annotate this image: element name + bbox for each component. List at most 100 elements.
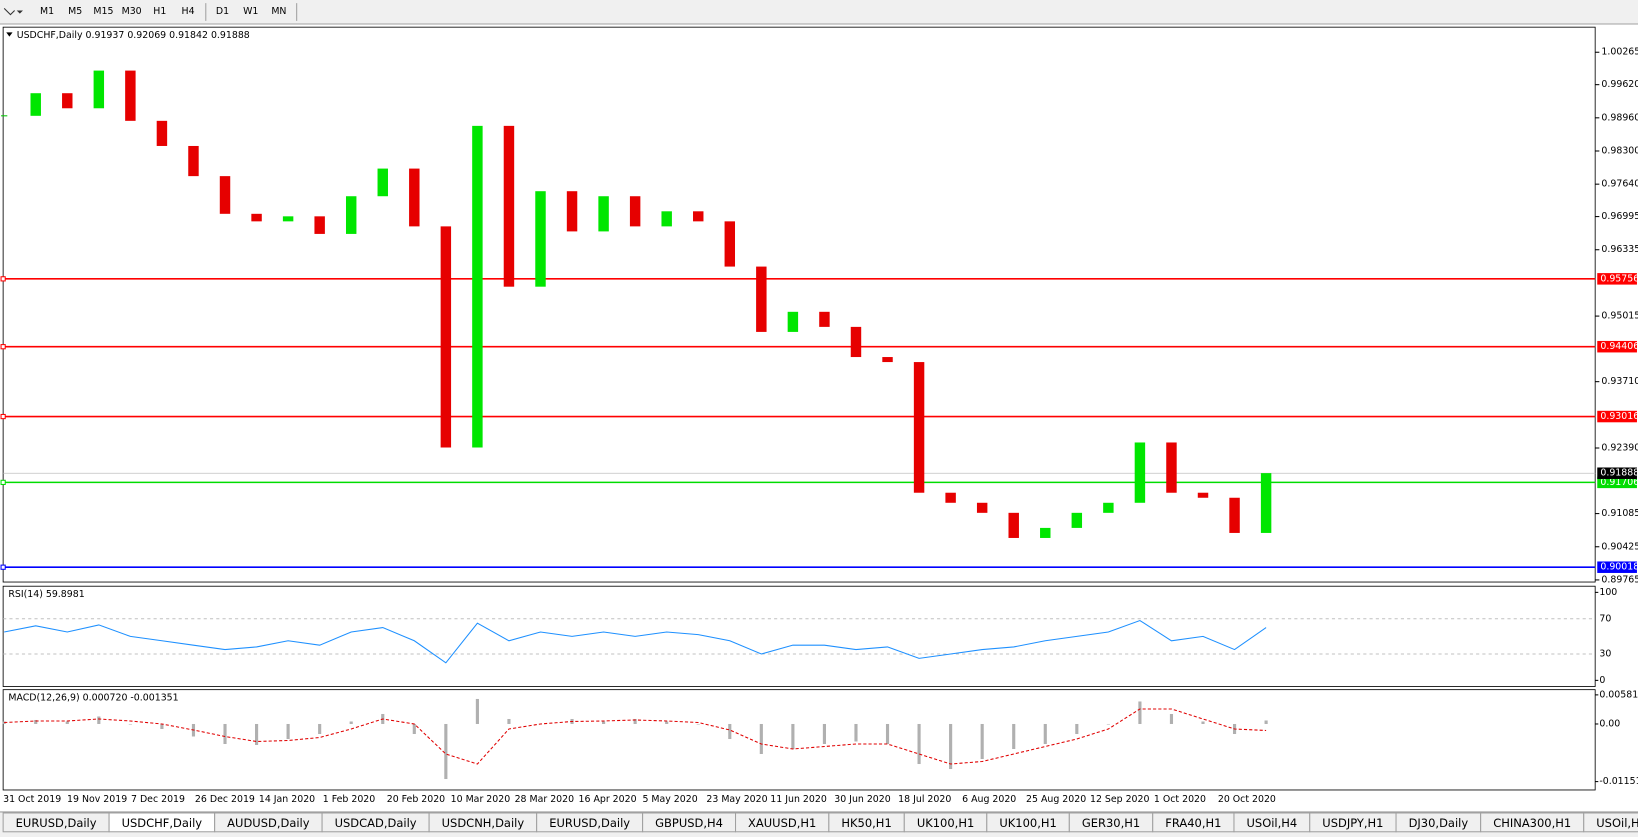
macd-bar [1201,721,1205,724]
level-label-bg [1597,476,1637,489]
y-tick-label: 0.97640 [1601,179,1638,190]
timeframe-button[interactable]: M15 [93,6,113,17]
candle-body [629,196,641,227]
macd-bar [759,723,763,755]
x-date-label: 20 Feb 2020 [387,794,445,805]
macd-bar [633,718,637,724]
level-handle [0,564,6,570]
macd-tick-label: 0.005818 [1599,689,1638,700]
macd-bar [1169,713,1174,724]
tab-label[interactable]: USDCAD,Daily [335,816,417,830]
level-label: 0.94406 [1600,341,1638,352]
tab-label[interactable]: UK100,H1 [917,816,974,830]
dropdown-arrow[interactable] [16,10,23,14]
tab-label[interactable]: EURUSD,Daily [16,816,97,830]
macd-bar [412,723,416,734]
candle-body [1103,502,1114,513]
macd-header: MACD(12,26,9) 0.000720 -0.001351 [8,693,178,704]
tab-label[interactable]: XAUUSD,H1 [748,816,816,830]
tab-label[interactable]: AUDUSD,Daily [227,816,310,830]
tab-label[interactable]: USDJPY,H1 [1322,816,1383,830]
candle-body [377,168,388,197]
rsi-header: RSI(14) 59.8981 [8,589,84,600]
x-date-label: 20 Oct 2020 [1218,794,1276,805]
macd-bar [1264,720,1268,724]
macd-bar [475,698,479,724]
timeframe-button[interactable]: MN [271,6,286,17]
timeframe-button[interactable]: H1 [153,6,166,17]
x-date-label: 28 Mar 2020 [515,794,575,805]
timeframe-button[interactable]: M5 [68,6,82,17]
timeframe-button[interactable]: H4 [182,6,195,17]
macd-bar [949,723,953,770]
level-label: 0.93016 [1600,411,1638,422]
timeframe-button[interactable]: M1 [40,6,54,17]
macd-bar [602,721,606,724]
tab-label[interactable]: USOil,H4 [1247,816,1298,830]
x-date-label: 23 May 2020 [706,794,767,805]
toolbar [0,0,1638,25]
chart-header: USDCHF,Daily 0.91937 0.92069 0.91842 0.9… [17,30,250,41]
timeframe-button[interactable]: W1 [243,6,258,17]
macd-bar [1138,701,1142,724]
candle-body [850,326,862,358]
y-tick-label: 0.92390 [1601,443,1638,454]
tab-label[interactable]: USDCNH,Daily [442,816,525,830]
macd-bar [128,723,132,725]
y-tick-label: 1.00265 [1601,47,1638,58]
crosshair-icon[interactable] [3,7,15,16]
candle-body [1071,512,1083,528]
level-label: 0.95756 [1600,273,1638,284]
macd-bar [34,719,38,724]
macd-bar [822,723,826,744]
level-label-bg [1597,273,1637,285]
macd-bar [696,723,700,725]
rsi-line [4,619,1267,664]
x-date-label: 16 Apr 2020 [579,794,637,805]
tab-label[interactable]: USOil,H1 [1596,816,1638,830]
tab-label[interactable]: USDCHF,Daily [122,816,203,830]
macd-bar [65,721,69,724]
timeframe-button[interactable]: D1 [216,6,229,17]
candle-body [566,191,578,232]
timeframe-button[interactable]: M30 [122,6,142,17]
y-tick-label: 0.96995 [1601,211,1638,222]
x-date-label: 30 Jun 2020 [834,794,891,805]
x-date-label: 7 Dec 2019 [131,794,185,805]
candle-body [282,216,294,222]
macd-bar [507,718,511,724]
candle-body [976,502,988,513]
candle-body [882,357,893,363]
macd-tick-label: -0.011514 [1599,776,1638,787]
current-price-label: 0.91888 [1600,468,1638,479]
candle-body [251,213,262,222]
x-date-label: 1 Feb 2020 [323,794,375,805]
x-date-label: 31 Oct 2019 [3,794,61,805]
macd-bar [254,723,259,745]
macd-bar [1075,723,1079,734]
macd-tick-label: 0.00 [1599,718,1620,729]
tab[interactable] [1583,812,1638,833]
level-label-bg [1597,561,1637,573]
tab-label[interactable]: GER30,H1 [1082,816,1140,830]
candle-body [1134,442,1146,503]
rsi-panel [2,585,1596,687]
x-date-label: 10 Mar 2020 [451,794,511,805]
x-date-label: 26 Dec 2019 [195,794,255,805]
rsi-tick-label: 0 [1599,675,1605,686]
tab-label[interactable]: UK100,H1 [999,816,1056,830]
tab-label[interactable]: HK50,H1 [841,816,891,830]
tab-label[interactable]: FRA40,H1 [1165,816,1221,830]
x-date-label: 1 Oct 2020 [1154,794,1206,805]
tab-label[interactable]: CHINA300,H1 [1493,816,1571,830]
candle-body [1166,442,1177,493]
tab-label[interactable]: GBPUSD,H4 [655,816,723,830]
candle-body [62,93,73,109]
y-tick-label: 0.90425 [1601,541,1638,552]
candle-body [1040,527,1051,538]
macd-bar [2,721,6,724]
tab-label[interactable]: DJ30,Daily [1409,816,1469,830]
tab-label[interactable]: EURUSD,Daily [549,816,630,830]
y-tick-label: 0.95015 [1601,311,1638,322]
